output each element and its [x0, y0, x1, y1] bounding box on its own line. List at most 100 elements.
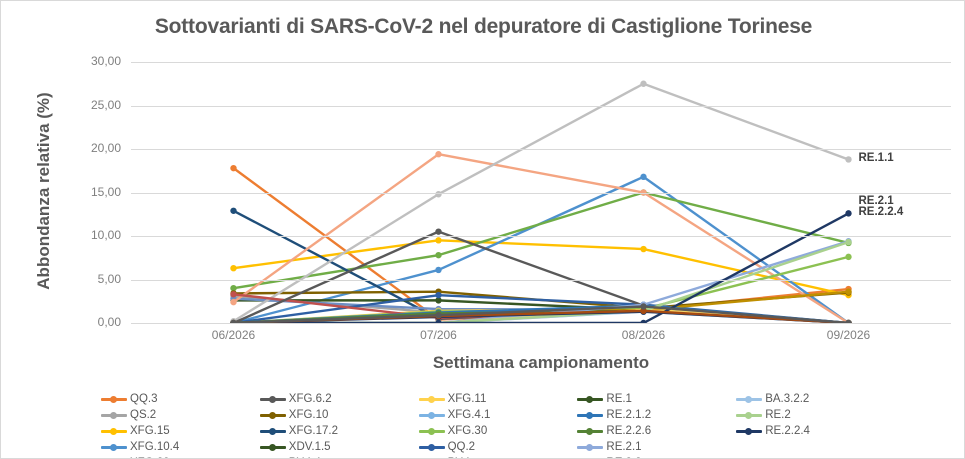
plot-area: 0,00 5,00 10,00 15,00 20,00 25,00 30,00 06/202…: [91, 54, 951, 342]
legend-color-swatch: [259, 426, 286, 436]
legend-item-PY.1[interactable]: PY.1: [419, 455, 574, 458]
x-tick-label: 08/2026: [621, 328, 666, 342]
legend-item-XFG.30[interactable]: XFG.30: [418, 423, 574, 439]
legend-color-swatch: [101, 394, 127, 404]
gridline: [131, 236, 951, 237]
x-tick-label: 07/206: [420, 328, 457, 342]
legend-color-swatch: [577, 410, 604, 420]
legend-item-XFG.4.1[interactable]: XFG.4.1: [418, 407, 574, 423]
legend-label: BA.3.2.2: [765, 393, 810, 405]
gridline: [131, 192, 951, 194]
y-tick-label: 25,00: [90, 97, 121, 112]
legend-item-XFG.11[interactable]: XFG.11: [418, 391, 574, 407]
data-point[interactable]: [435, 151, 442, 158]
legend-color-swatch: [418, 410, 445, 420]
legend-label: RE.2.2: [606, 457, 641, 458]
series-line: [232, 240, 850, 323]
legend-item-XFG.29[interactable]: XFG.29: [101, 455, 256, 458]
legend-color-swatch: [577, 394, 604, 404]
data-point[interactable]: [230, 291, 237, 298]
data-point[interactable]: [640, 319, 647, 323]
legend-label: XFG.4.1: [447, 409, 491, 421]
legend-item-RE.2.2.6[interactable]: RE.2.2.6: [577, 423, 732, 439]
data-point[interactable]: [230, 164, 237, 172]
series-XFG.6.2[interactable]: [230, 303, 852, 323]
legend-color-swatch: [101, 442, 127, 452]
series-NB.1.6.1[interactable]: [230, 80, 852, 323]
data-point[interactable]: [435, 228, 442, 235]
data-point[interactable]: [230, 264, 237, 272]
legend-label: RE.2.2.6: [606, 425, 652, 437]
data-point[interactable]: [435, 319, 442, 323]
legend-label: PY.1: [448, 457, 471, 458]
x-tick-label: 06/2026: [211, 328, 256, 342]
gridline: [131, 279, 951, 281]
data-point[interactable]: [230, 319, 237, 323]
legend-label: XFG.6.2: [288, 393, 332, 405]
series-line: [232, 305, 850, 323]
legend-item-XFG.10[interactable]: XFG.10: [259, 407, 415, 423]
legend-label: QQ.2: [447, 441, 476, 453]
data-point[interactable]: [640, 303, 647, 310]
legend-label: RE.1: [606, 393, 632, 405]
x-axis-title: Settimana campionamento: [432, 353, 650, 372]
data-point[interactable]: [435, 251, 442, 259]
y-tick-label: 30,00: [90, 54, 121, 68]
data-point[interactable]: [435, 266, 442, 274]
gridline: [131, 323, 951, 324]
legend-color-swatch: [101, 410, 127, 420]
series-line: [232, 212, 850, 323]
legend-item-BA.3.2.2[interactable]: BA.3.2.2: [736, 391, 891, 407]
legend-item-PY.1.1[interactable]: PY.1.1: [260, 455, 415, 458]
data-point[interactable]: [640, 173, 647, 181]
legend-label: RE.2.2.4: [765, 425, 810, 437]
data-point[interactable]: [845, 319, 852, 323]
legend-label: XFG.15: [130, 425, 170, 437]
data-point[interactable]: [845, 288, 852, 295]
data-point[interactable]: [230, 285, 237, 292]
legend-item-XFG.17.2[interactable]: XFG.17.2: [259, 423, 415, 439]
legend-spacer: [736, 439, 891, 455]
y-tick-label: 5,00: [97, 271, 121, 286]
data-point[interactable]: [640, 80, 647, 87]
data-point[interactable]: [230, 298, 237, 306]
series-line: [232, 153, 850, 323]
legend-color-swatch: [418, 394, 445, 404]
legend-label: XFG.17.2: [288, 425, 339, 437]
x-tick-label: 09/2026: [826, 328, 871, 342]
legend-item-RE.1[interactable]: RE.1: [577, 391, 732, 407]
legend-label: XFG.10.4: [130, 441, 180, 453]
data-point[interactable]: [435, 297, 442, 304]
legend-item-XFG.15[interactable]: XFG.15: [101, 423, 256, 439]
legend-item-QS.2[interactable]: QS.2: [101, 407, 256, 423]
legend-color-swatch: [736, 394, 763, 404]
annotation-RE.1.1: RE.1.1: [858, 152, 894, 165]
legend-color-swatch: [101, 426, 127, 436]
data-point[interactable]: [845, 210, 852, 217]
legend-item-RE.2.2[interactable]: RE.2.2: [577, 455, 732, 458]
data-point[interactable]: [230, 207, 237, 214]
legend-item-QQ.3[interactable]: QQ.3: [101, 391, 256, 407]
legend-item-RE.2.1.2[interactable]: RE.2.1.2: [577, 407, 732, 423]
data-point[interactable]: [435, 311, 442, 319]
legend-color-swatch: [577, 426, 604, 436]
legend-item-XDV.1.5[interactable]: XDV.1.5: [259, 439, 415, 455]
data-point[interactable]: [845, 156, 852, 163]
legend-item-RE.2[interactable]: RE.2: [736, 407, 891, 423]
data-point[interactable]: [845, 253, 852, 261]
y-tick-label: 15,00: [90, 184, 121, 199]
legend-item-XFG.10.4[interactable]: XFG.10.4: [101, 439, 256, 455]
data-point[interactable]: [435, 237, 442, 244]
data-point[interactable]: [640, 245, 647, 253]
data-point[interactable]: [845, 238, 852, 246]
legend-label: RE.2.1: [606, 441, 642, 453]
legend-item-XFG.6.2[interactable]: XFG.6.2: [259, 391, 415, 407]
legend-item-RE.2.2.4[interactable]: RE.2.2.4: [736, 423, 891, 439]
legend-item-QQ.2[interactable]: QQ.2: [418, 439, 574, 455]
annotation-RE.2.1: RE.2.1: [858, 195, 894, 208]
data-point[interactable]: [435, 291, 442, 299]
y-tick-label: 0,00: [97, 315, 121, 329]
legend-item-RE.2.1[interactable]: RE.2.1: [577, 439, 732, 455]
series-lines: [230, 80, 852, 323]
